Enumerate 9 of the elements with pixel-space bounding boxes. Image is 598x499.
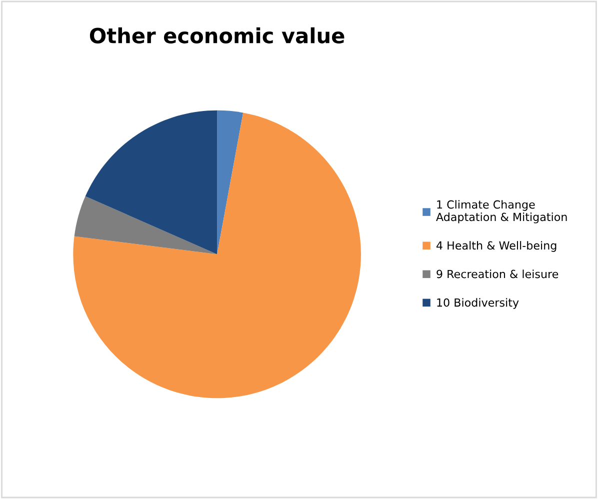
pie-slice bbox=[73, 112, 361, 398]
legend-label: 4 Health & Well-being bbox=[436, 241, 556, 252]
pie-slice bbox=[217, 110, 244, 254]
pie-slice bbox=[85, 110, 218, 254]
legend-label: 9 Recreation & leisure bbox=[436, 270, 558, 278]
legend-label: 10 Biodiversity bbox=[437, 298, 519, 309]
legend-label: 1 Climate Change Adaptation & Mitigation bbox=[436, 200, 567, 224]
pie-slice bbox=[74, 196, 218, 254]
chart-title: Other economic value bbox=[90, 27, 344, 44]
